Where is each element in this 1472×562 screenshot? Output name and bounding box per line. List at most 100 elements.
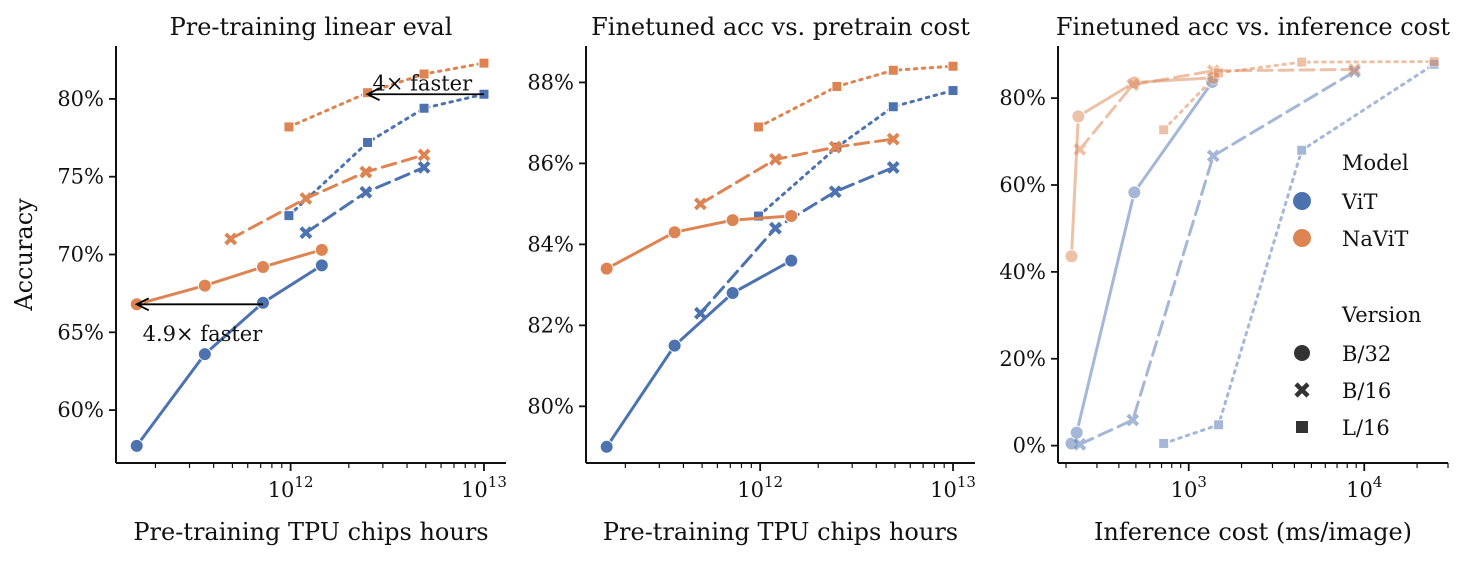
series-navit-b32 <box>129 242 329 312</box>
x-tick-label: 1013 <box>930 473 976 502</box>
series-line <box>1078 70 1356 446</box>
x-axis-label: Inference cost (ms/image) <box>1094 518 1412 546</box>
series-vit-b32 <box>599 253 799 454</box>
data-point <box>314 242 329 257</box>
y-tick-label: 80% <box>999 86 1046 110</box>
data-point <box>1348 63 1361 76</box>
legend-version-marker <box>1294 382 1310 398</box>
data-point <box>667 225 682 240</box>
legend-version-label: L/16 <box>1342 416 1390 440</box>
data-point <box>359 165 373 179</box>
series-line <box>135 248 324 306</box>
series-line <box>757 64 955 129</box>
data-point <box>314 258 329 273</box>
series-line <box>1162 62 1436 445</box>
data-point <box>752 210 764 222</box>
x-tick-exponent: 4 <box>1373 473 1383 491</box>
y-tick-label: 80% <box>57 87 104 111</box>
series-line <box>757 89 955 218</box>
data-point <box>784 209 799 224</box>
data-point <box>947 60 959 72</box>
data-point <box>1428 56 1440 68</box>
data-point <box>418 102 430 114</box>
y-tick-label: 65% <box>57 320 104 344</box>
series-line <box>1078 68 1356 151</box>
data-point <box>299 192 313 205</box>
data-point <box>1296 56 1308 68</box>
data-point <box>1071 109 1086 124</box>
y-tick-label: 80% <box>527 394 574 418</box>
data-point <box>1213 419 1225 431</box>
data-point <box>299 226 313 240</box>
y-tick-label: 82% <box>527 313 574 337</box>
annotation-arrow-head <box>365 87 380 102</box>
series-line <box>304 165 426 235</box>
chart-title: Finetuned acc vs. pretrain cost <box>591 13 970 41</box>
series-vit-b16 <box>299 160 431 240</box>
x-tick-base: 10 <box>461 478 488 502</box>
data-point <box>1073 142 1087 156</box>
x-tick-label: 1012 <box>737 473 783 502</box>
data-point <box>283 210 295 222</box>
data-point <box>599 261 614 276</box>
series-vit-b32 <box>129 258 329 453</box>
series-line <box>698 137 895 206</box>
data-point <box>1126 413 1140 427</box>
data-point <box>359 185 373 199</box>
data-point <box>752 121 764 133</box>
y-axis-label: Accuracy <box>10 198 38 312</box>
data-point <box>1296 144 1308 156</box>
series-line <box>605 214 793 271</box>
data-point <box>362 136 374 148</box>
data-point <box>769 221 782 235</box>
legend-model-marker <box>1293 229 1311 247</box>
x-tick-exponent: 12 <box>294 473 313 491</box>
data-point <box>418 68 430 80</box>
series-line <box>229 153 426 241</box>
x-tick-base: 10 <box>1346 478 1373 502</box>
y-tick-label: 84% <box>527 232 574 256</box>
data-point <box>694 197 707 211</box>
series-navit-b16 <box>1073 63 1361 156</box>
x-tick-base: 10 <box>737 478 764 502</box>
legend-version-marker <box>1294 345 1310 361</box>
x-tick-exponent: 3 <box>1197 473 1207 491</box>
data-point <box>1069 425 1084 440</box>
legend-model-title: Model <box>1342 151 1409 175</box>
x-axis-label: Pre-training TPU chips hours <box>133 518 488 546</box>
data-point <box>1158 124 1170 136</box>
legend-version-label: B/16 <box>1342 379 1391 403</box>
y-tick-label: 88% <box>527 70 574 94</box>
y-tick-label: 60% <box>57 398 104 422</box>
data-point <box>1064 249 1079 264</box>
series-line <box>605 259 793 449</box>
annotation-arrow-head <box>134 297 150 312</box>
x-axis-label: Pre-training TPU chips hours <box>603 518 958 546</box>
data-point <box>417 148 431 162</box>
data-point <box>725 213 740 228</box>
data-point <box>769 152 782 166</box>
y-tick-label: 20% <box>999 347 1046 371</box>
x-tick-exponent: 12 <box>764 473 783 491</box>
data-point <box>224 232 238 246</box>
series-line <box>135 263 324 448</box>
data-point <box>887 64 899 76</box>
legend-model-marker <box>1293 192 1311 210</box>
series-line <box>1162 60 1436 132</box>
series-vit-l16 <box>752 85 959 222</box>
annotation-1: 4× faster <box>365 71 484 102</box>
chart-title: Finetuned acc vs. inference cost <box>1056 13 1451 41</box>
data-point <box>887 101 899 113</box>
data-point <box>256 259 271 274</box>
data-point <box>478 57 490 69</box>
data-point <box>784 253 799 268</box>
data-point <box>1073 437 1087 451</box>
series-line <box>287 92 486 218</box>
x-tick-base: 10 <box>268 478 295 502</box>
data-point <box>129 438 144 453</box>
data-point <box>1158 437 1170 449</box>
